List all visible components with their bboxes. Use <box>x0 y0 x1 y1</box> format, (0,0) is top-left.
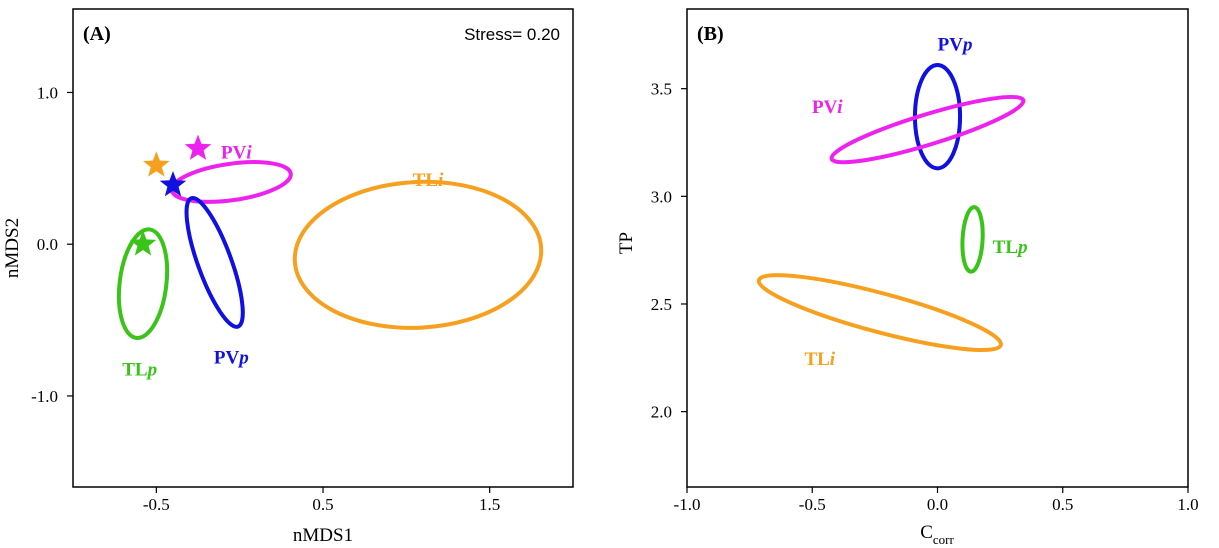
group-label-pvi: PVi <box>221 143 252 164</box>
group-label-main: PV <box>812 97 838 118</box>
ellipse-tli <box>292 179 544 330</box>
panel-label: (B) <box>697 23 724 45</box>
y-tick-label: 3.0 <box>651 187 672 206</box>
x-axis-label: nMDS1 <box>293 525 353 546</box>
group-label-tli: TLi <box>804 349 835 370</box>
ellipse-tlp <box>960 205 985 274</box>
x-axis-label-main: C <box>920 522 933 543</box>
ellipse-tlp <box>116 227 170 340</box>
group-label-italic: p <box>146 360 158 381</box>
group-label-tlp: TLp <box>122 360 157 381</box>
panel-label: (A) <box>83 23 111 45</box>
group-label-main: PV <box>221 143 247 164</box>
ellipse-pvi <box>829 94 1026 165</box>
x-axis-label: Ccorr <box>920 522 954 547</box>
star-marker-pvp <box>159 171 187 197</box>
group-label-pvp: PVp <box>938 34 973 55</box>
x-axis-label-subscript: corr <box>933 532 955 547</box>
x-tick-label: 1.0 <box>1177 495 1198 514</box>
group-label-main: TL <box>413 170 438 191</box>
group-label-tlp: TLp <box>993 237 1028 258</box>
panel-b: -1.0 -0.5 0.0 0.5 1.0 3.5 3.0 2.5 2.0 (B) Ccorr TP P… <box>616 8 1199 547</box>
group-label-italic: i <box>438 170 444 191</box>
stress-annotation: Stress= 0.20 <box>464 25 560 44</box>
group-label-tli: TLi <box>413 170 444 191</box>
group-label-main: PV <box>938 34 964 55</box>
star-marker-tlp <box>129 230 157 256</box>
group-label-pvi: PVi <box>812 97 843 118</box>
group-label-main: PV <box>214 347 240 368</box>
y-axis-label: TP <box>616 232 637 254</box>
group-label-italic: i <box>837 97 843 118</box>
group-label-pvp: PVp <box>214 347 249 368</box>
group-label-italic: p <box>237 347 249 368</box>
y-tick-label: 1.0 <box>37 83 58 102</box>
x-tick-label: -0.5 <box>143 495 170 514</box>
group-label-main: TL <box>804 349 829 370</box>
y-tick-label: 0.0 <box>37 235 58 254</box>
x-tick-label: -1.0 <box>674 495 701 514</box>
plot-frame <box>686 8 1189 488</box>
x-axis-label-main: nMDS1 <box>293 525 353 546</box>
group-label-main: TL <box>122 360 147 381</box>
x-tick-label: -0.5 <box>799 495 826 514</box>
ellipse-tli <box>756 273 1003 353</box>
y-axis-label: nMDS2 <box>2 218 23 278</box>
x-tick-label: 0.5 <box>1052 495 1073 514</box>
y-tick-label: 2.0 <box>651 403 672 422</box>
x-tick-label: 1.5 <box>479 495 500 514</box>
y-tick-label: 2.5 <box>651 295 672 314</box>
y-tick-label: 3.5 <box>651 80 672 99</box>
group-label-italic: i <box>246 143 252 164</box>
x-tick-label: 0.5 <box>312 495 333 514</box>
ellipse-pvp <box>184 195 245 329</box>
group-label-italic: i <box>830 349 836 370</box>
star-marker-tli <box>143 151 170 177</box>
group-label-italic: p <box>961 34 973 55</box>
y-tick-label: -1.0 <box>31 387 58 406</box>
group-label-main: TL <box>993 237 1018 258</box>
group-label-italic: p <box>1016 237 1028 258</box>
panel-a: -0.5 0.5 1.5 1.0 0.0 -1.0 (A) Stress= 0.20 nMDS1… <box>2 8 574 546</box>
x-tick-label: 0.0 <box>927 495 948 514</box>
star-marker-pvi <box>184 134 212 160</box>
